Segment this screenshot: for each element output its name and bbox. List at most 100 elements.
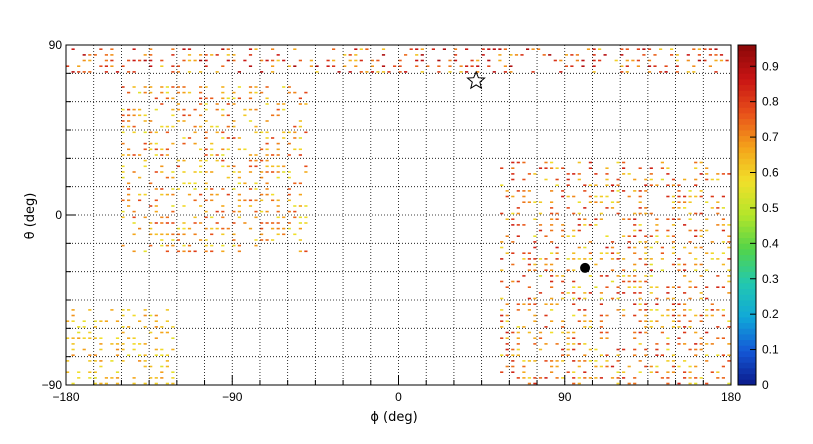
marker-circle [580, 262, 591, 273]
heatmap-cell [666, 229, 670, 232]
heatmap-cell [171, 54, 175, 56]
heatmap-cell [204, 154, 208, 156]
heatmap-cell [237, 97, 241, 100]
heatmap-cell [298, 222, 302, 224]
heatmap-cell [714, 48, 718, 50]
heatmap-cell [121, 210, 125, 213]
heatmap-cell [265, 103, 269, 105]
heatmap-cell [165, 125, 169, 128]
heatmap-cell [287, 193, 291, 196]
heatmap-cell [149, 91, 153, 94]
colorbar-segment [738, 368, 756, 375]
heatmap-cell [293, 148, 297, 151]
heatmap-cell [705, 382, 709, 385]
heatmap-cell [721, 224, 725, 226]
heatmap-cell [603, 54, 607, 56]
heatmap-cell [204, 188, 208, 190]
colorbar-tick-label: 0.2 [762, 307, 779, 321]
heatmap-cell [226, 97, 230, 100]
heatmap-cell [165, 176, 169, 179]
heatmap-cell [143, 216, 147, 219]
heatmap-cell [415, 59, 419, 62]
heatmap-cell [265, 188, 269, 190]
heatmap-cell [492, 71, 496, 73]
heatmap-cell [671, 371, 676, 373]
heatmap-cell [282, 103, 286, 105]
heatmap-cell [710, 314, 714, 317]
heatmap-cell [660, 326, 664, 328]
heatmap-cell [265, 159, 269, 162]
heatmap-cell [453, 59, 458, 62]
heatmap-cell [171, 233, 175, 236]
heatmap-cell [348, 54, 352, 56]
heatmap-cell [271, 227, 275, 230]
heatmap-cell [538, 377, 543, 379]
heatmap-cell [516, 337, 520, 339]
heatmap-cell [93, 54, 97, 56]
heatmap-cell [271, 114, 275, 117]
heatmap-cell [298, 239, 302, 241]
heatmap-cell [716, 337, 720, 339]
heatmap-cell [221, 250, 225, 253]
heatmap-cell [694, 269, 698, 271]
heatmap-cell [694, 348, 698, 351]
heatmap-cell [254, 210, 258, 213]
heatmap-cell [165, 154, 169, 156]
heatmap-cell [265, 59, 269, 62]
heatmap-cell [616, 212, 620, 215]
heatmap-cell [71, 343, 75, 345]
heatmap-cell [699, 229, 703, 232]
heatmap-cell [298, 148, 302, 151]
heatmap-cell [721, 309, 725, 311]
heatmap-cell [577, 309, 581, 311]
heatmap-cell [293, 91, 297, 94]
heatmap-cell [276, 148, 280, 151]
heatmap-cell [110, 54, 114, 56]
heatmap-cell [182, 114, 186, 117]
heatmap-cell [104, 377, 108, 379]
heatmap-cell [511, 212, 515, 215]
heatmap-cell [271, 193, 275, 196]
heatmap-cell [716, 258, 720, 260]
heatmap-cell [561, 224, 565, 226]
heatmap-cell [527, 360, 531, 362]
heatmap-cell [93, 337, 97, 339]
heatmap-cell [688, 382, 692, 385]
heatmap-cell [287, 227, 291, 230]
heatmap-cell [533, 297, 537, 300]
heatmap-cell [577, 360, 581, 362]
heatmap-cell [193, 182, 197, 185]
heatmap-cell [104, 382, 108, 385]
heatmap-cell [605, 275, 609, 277]
heatmap-cell [237, 182, 241, 185]
heatmap-cell [500, 167, 504, 169]
heatmap-cell [132, 108, 136, 111]
heatmap-cell [594, 263, 598, 266]
heatmap-cell [210, 250, 214, 253]
heatmap-cell [221, 233, 225, 236]
heatmap-cell [599, 297, 603, 300]
heatmap-cell [599, 303, 603, 305]
heatmap-cell [276, 205, 280, 207]
heatmap-cell [655, 309, 659, 311]
heatmap-cell [572, 331, 576, 334]
heatmap-cell [577, 297, 581, 300]
heatmap-cell [298, 103, 302, 105]
heatmap-cell [171, 348, 175, 351]
heatmap-cell [605, 337, 609, 339]
heatmap-cell [110, 377, 114, 379]
heatmap-cell [187, 91, 192, 94]
heatmap-cell [248, 108, 253, 111]
heatmap-cell [99, 382, 103, 385]
heatmap-cell [232, 210, 236, 213]
heatmap-cell [110, 343, 114, 345]
heatmap-cell [716, 178, 720, 181]
heatmap-cell [505, 286, 509, 288]
heatmap-cell [77, 371, 81, 373]
colorbar-segment [738, 322, 756, 329]
heatmap-cell [171, 171, 175, 173]
heatmap-cell [538, 348, 543, 351]
heatmap-cell [110, 309, 114, 311]
heatmap-cell [561, 354, 565, 356]
